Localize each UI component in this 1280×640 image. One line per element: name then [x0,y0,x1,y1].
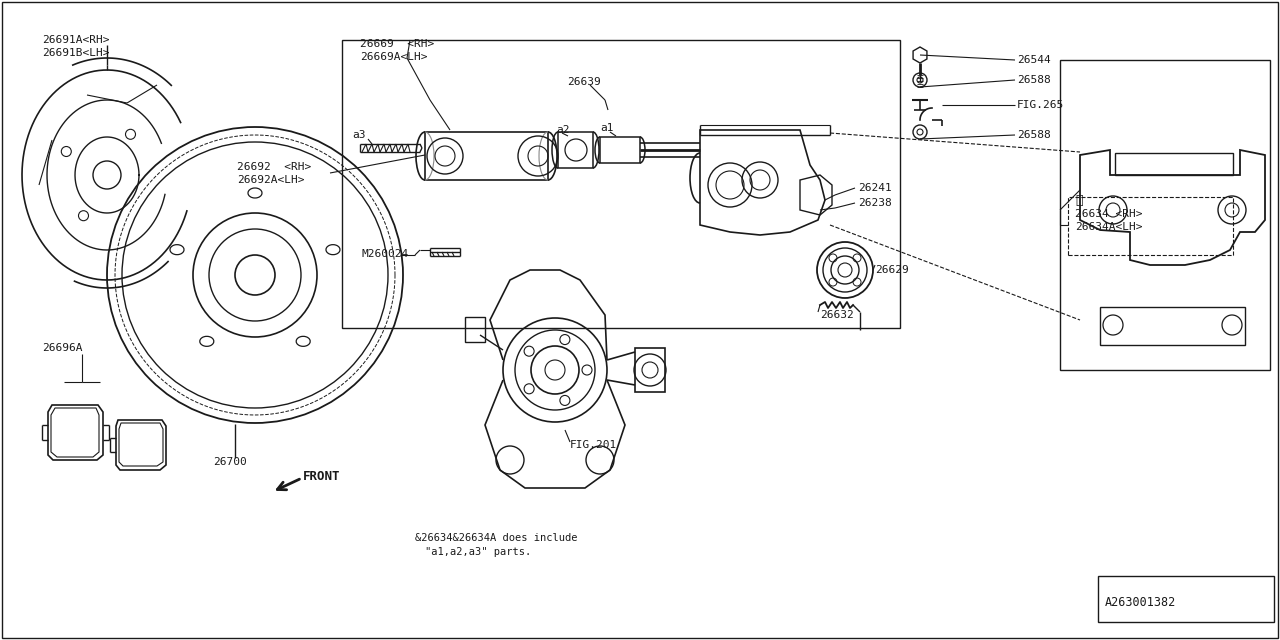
Text: &26634&26634A does include: &26634&26634A does include [415,533,577,543]
Text: M260024: M260024 [362,249,410,259]
Text: FIG.265: FIG.265 [1018,100,1064,110]
Text: ※: ※ [1075,193,1083,207]
Text: 26700: 26700 [212,457,247,467]
Text: FIG.201: FIG.201 [570,440,617,450]
Bar [465,317,485,342]
Text: 26588: 26588 [1018,75,1051,85]
Bar [1115,153,1233,175]
Text: "a1,a2,a3" parts.: "a1,a2,a3" parts. [425,547,531,557]
Text: a1: a1 [600,123,613,133]
Bar [425,132,548,180]
Bar [1068,197,1233,255]
Text: 26691A<RH>: 26691A<RH> [42,35,110,45]
Text: 26544: 26544 [1018,55,1051,65]
Bar [558,132,593,168]
Bar [635,348,666,392]
Text: a2: a2 [556,125,570,135]
Text: 26632: 26632 [820,310,854,320]
Text: 26669  <RH>: 26669 <RH> [360,39,434,49]
Text: 26238: 26238 [858,198,892,208]
Text: 26692  <RH>: 26692 <RH> [237,162,311,172]
Bar [1100,307,1245,345]
Bar [1060,60,1270,370]
Text: a3: a3 [352,130,366,140]
Text: 26634 <RH>: 26634 <RH> [1075,209,1143,219]
Bar [600,137,640,163]
Text: 26629: 26629 [876,265,909,275]
Text: 26691B<LH>: 26691B<LH> [42,48,110,58]
Text: FRONT: FRONT [303,470,340,483]
Text: 26692A<LH>: 26692A<LH> [237,175,305,185]
Text: A263001382: A263001382 [1105,595,1176,609]
Text: 26634A<LH>: 26634A<LH> [1075,222,1143,232]
Bar [342,40,900,328]
Text: 26696A: 26696A [42,343,82,353]
Text: 26639: 26639 [567,77,600,87]
Text: 26669A<LH>: 26669A<LH> [360,52,428,62]
Bar [1098,576,1274,622]
Text: 26241: 26241 [858,183,892,193]
Text: 26588: 26588 [1018,130,1051,140]
